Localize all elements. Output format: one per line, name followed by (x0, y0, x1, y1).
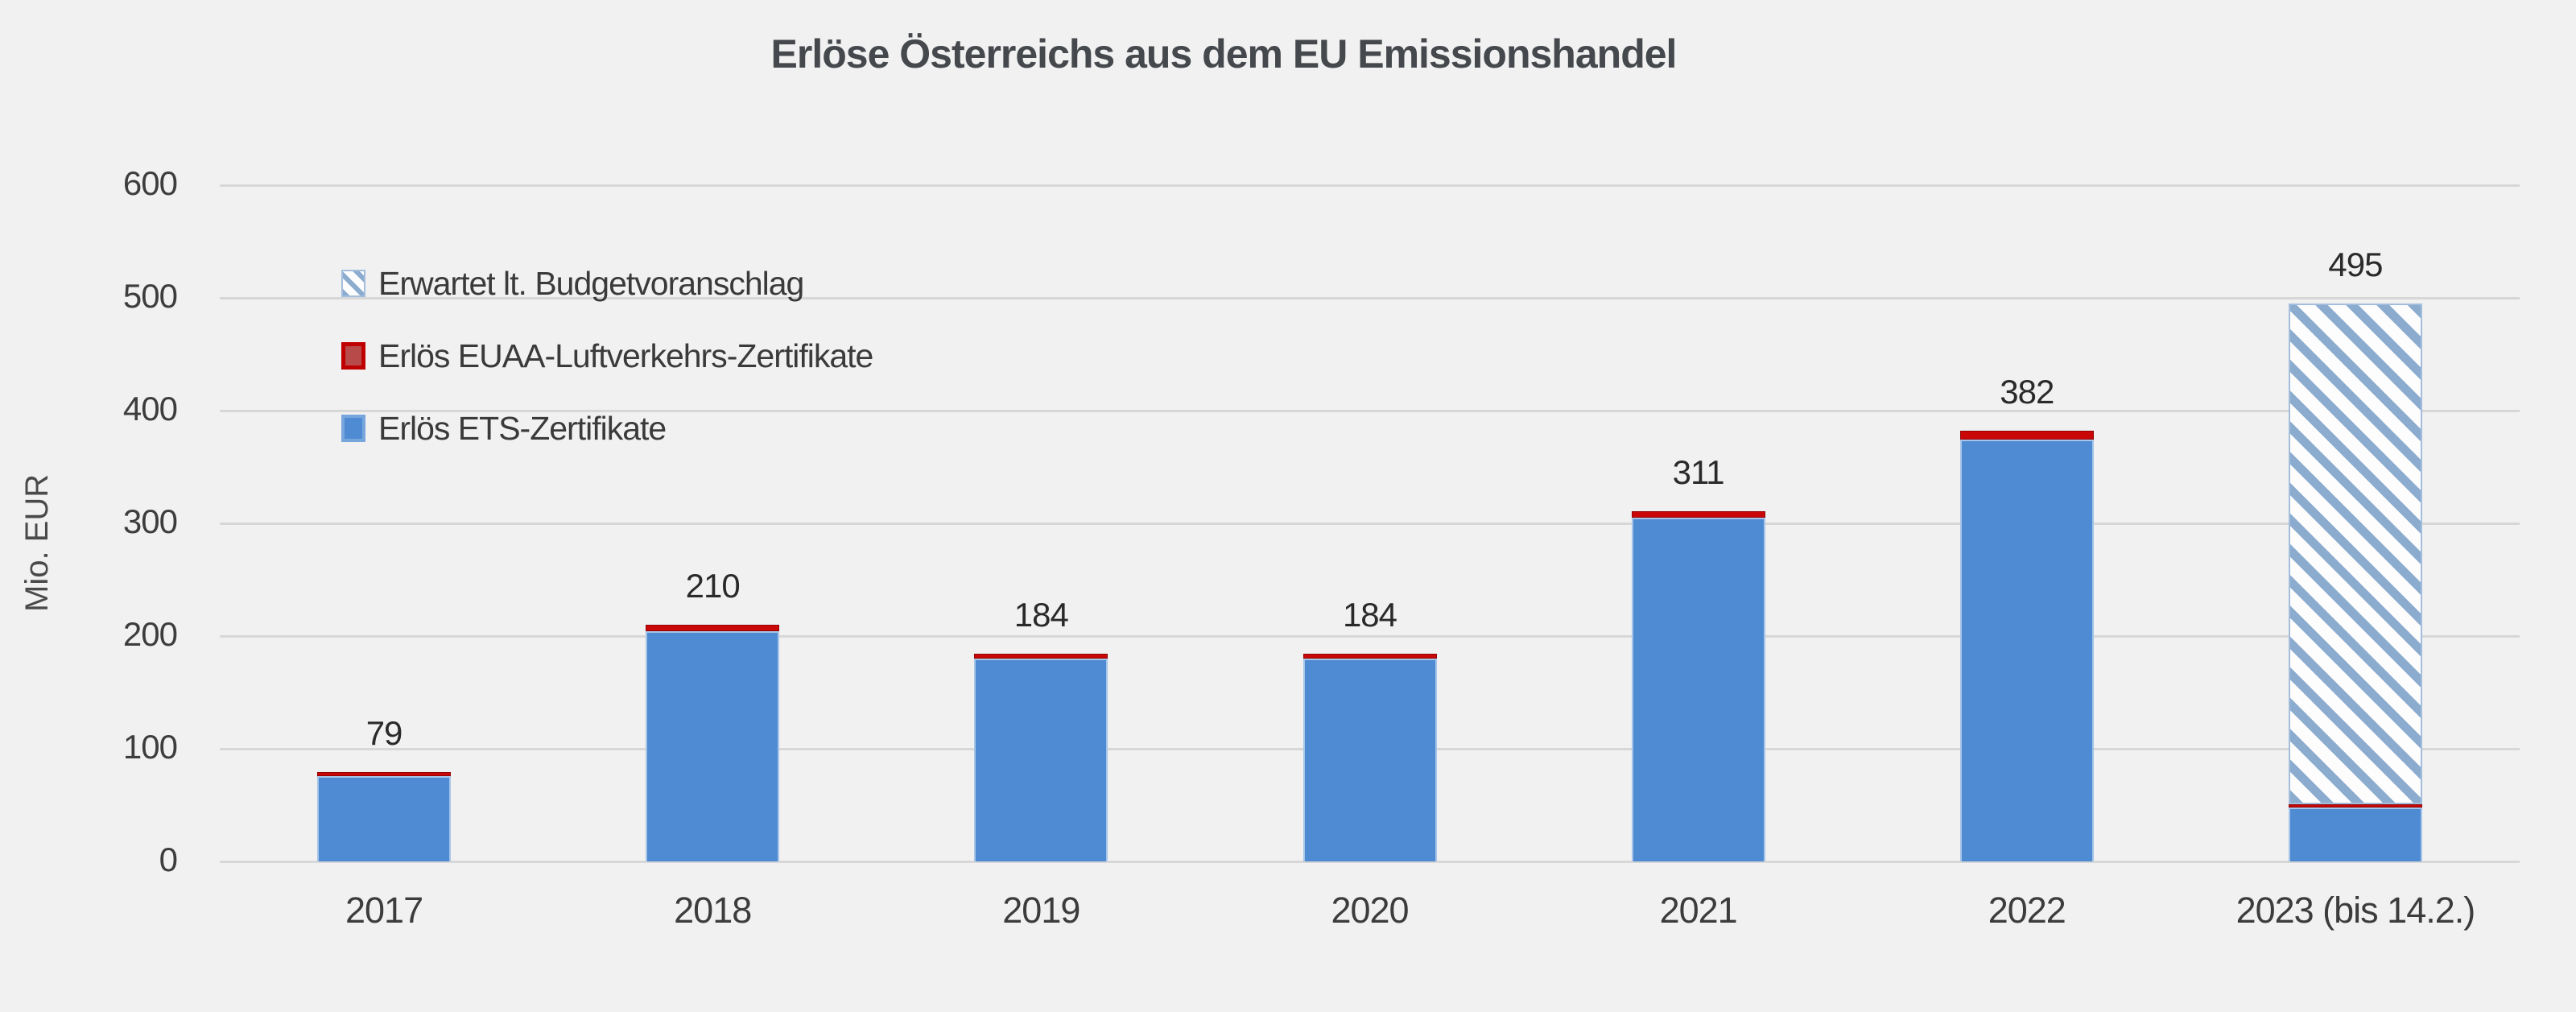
y-tick-label: 100 (122, 728, 178, 766)
bar-segment-solid-blue (1959, 440, 2094, 861)
chart-legend: Erwartet lt. Budgetvoranschlag Erlös EUA… (341, 264, 873, 483)
x-tick-label: 2017 (345, 890, 423, 931)
bar-segment-solid-blue (1302, 659, 1437, 861)
bar-segment-solid-red (1302, 654, 1437, 659)
bar-value-label: 382 (2000, 373, 2054, 411)
x-tick-label: 2018 (674, 890, 752, 931)
x-tick-label: 2021 (1659, 890, 1738, 931)
x-tick-label: 2019 (1002, 890, 1080, 931)
chart-title: Erlöse Österreichs aus dem EU Emissionsh… (770, 31, 1678, 76)
y-axis-title-text: Mio. EUR (19, 473, 55, 612)
bar-segment-solid-red (1631, 510, 1765, 518)
bar-segment-solid-blue (1631, 518, 1765, 861)
bar-segment-solid-red (2288, 803, 2422, 808)
y-tick-label: 400 (122, 390, 178, 428)
legend-label: Erlös EUAA-Luftverkehrs-Zertifikate (378, 337, 873, 374)
bar-segment-solid-blue (974, 659, 1108, 861)
y-tick-label: 600 (122, 164, 178, 202)
gridline (220, 296, 2520, 299)
bar-value-label: 184 (1342, 596, 1397, 634)
bar-value-label: 184 (1013, 596, 1069, 634)
bar-segment-hatched-blue (2288, 304, 2422, 804)
gridline (220, 860, 2520, 863)
bar-segment-solid-red (1959, 431, 2094, 440)
gridline (220, 522, 2520, 525)
bar-value-label: 210 (685, 567, 741, 605)
gridline (220, 634, 2520, 638)
legend-item-ets: Erlös ETS-Zertifikate (341, 409, 873, 447)
bar-segment-solid-blue (646, 631, 780, 861)
x-tick-label: 2020 (1331, 890, 1409, 931)
legend-item-expected: Erwartet lt. Budgetvoranschlag (341, 264, 873, 302)
legend-label: Erwartet lt. Budgetvoranschlag (378, 264, 804, 302)
bar-segment-solid-blue (2288, 807, 2422, 861)
legend-item-euaa: Erlös EUAA-Luftverkehrs-Zertifikate (341, 337, 873, 374)
legend-label: Erlös ETS-Zertifikate (378, 409, 667, 447)
y-tick-label: 200 (122, 615, 178, 653)
y-tick-label: 300 (122, 502, 178, 540)
bar-value-label: 79 (365, 714, 403, 753)
x-tick-label: 2023 (bis 14.2.) (2235, 890, 2476, 931)
blue-swatch-icon (341, 415, 365, 442)
bar-segment-solid-red (646, 625, 780, 632)
x-tick-label: 2022 (1988, 890, 2066, 931)
gridline (220, 184, 2520, 187)
bar-value-label: 495 (2328, 246, 2383, 283)
gridline (220, 409, 2520, 412)
bar-segment-solid-blue (317, 775, 452, 861)
bar-segment-solid-red (317, 772, 452, 776)
y-tick-label: 0 (159, 841, 178, 878)
bar-value-label: 311 (1672, 452, 1725, 491)
hatched-swatch-icon (341, 270, 365, 297)
y-tick-label: 500 (122, 277, 178, 315)
red-swatch-icon (341, 342, 365, 370)
bar-segment-solid-red (974, 654, 1108, 659)
